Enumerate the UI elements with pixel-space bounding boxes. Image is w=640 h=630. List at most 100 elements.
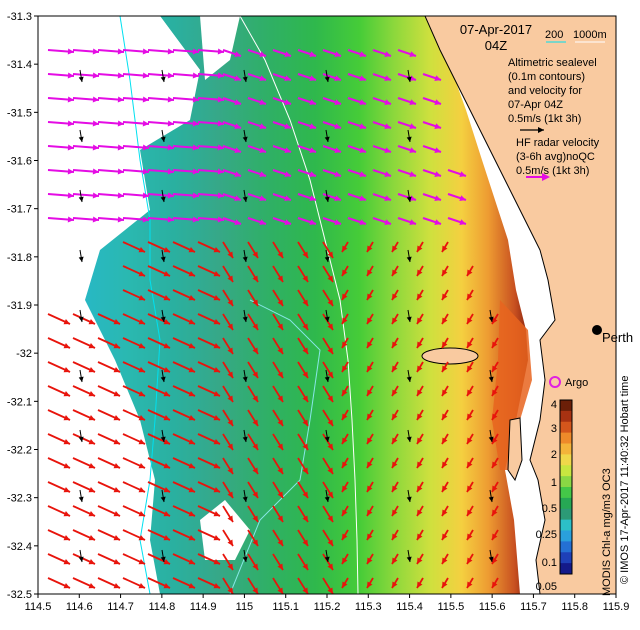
- hf-arrow-head: [217, 48, 224, 55]
- altimetry-arrow-head: [160, 436, 166, 442]
- hf-arrow-head: [417, 269, 423, 276]
- hf-arrow-head: [217, 168, 224, 175]
- hf-arrow-head: [188, 294, 195, 301]
- hf-arrow-head: [459, 171, 466, 177]
- hf-arrow-head: [284, 51, 291, 57]
- hf-arrow-head: [302, 323, 308, 330]
- garden-island: [507, 417, 523, 482]
- hf-arrow-head: [367, 533, 373, 540]
- colorbar-swatch: [560, 541, 572, 553]
- hf-arrow-head: [467, 341, 473, 348]
- hf-arrow-head: [359, 195, 366, 201]
- argo-marker: [549, 376, 561, 388]
- hf-arrow-head: [417, 581, 423, 588]
- hf-arrow-head: [188, 558, 195, 565]
- colorbar-swatch: [560, 563, 572, 575]
- hf-arrow-head: [142, 96, 149, 103]
- hf-arrow-head: [167, 216, 174, 223]
- hf-arrow-head: [359, 123, 366, 129]
- hf-arrow-head: [309, 147, 316, 153]
- hf-arrow-head: [417, 293, 423, 300]
- altimetry-arrow-head: [324, 256, 330, 262]
- hf-arrow-head: [467, 533, 473, 540]
- altimetry-arrow-head: [324, 496, 330, 502]
- altimetry-arrow-head: [406, 316, 412, 322]
- colorbar-swatch: [560, 410, 572, 423]
- hf-arrow-head: [492, 581, 498, 588]
- hf-arrow-head: [167, 72, 174, 79]
- hf-arrow-head: [409, 51, 416, 57]
- hf-arrow-head: [367, 509, 373, 516]
- x-tick-label: 114.6: [66, 601, 93, 613]
- hf-arrow-head: [188, 390, 195, 397]
- hf-arrow-head: [342, 509, 348, 516]
- hf-arrow-head: [327, 587, 333, 594]
- hf-arrow-head: [359, 99, 366, 105]
- x-tick-label: 115: [236, 601, 254, 613]
- hf-arrow-head: [359, 75, 366, 81]
- x-tick-label: 115.1: [272, 601, 299, 613]
- hf-arrow-head: [259, 147, 266, 153]
- hf-arrow-head: [492, 461, 498, 468]
- hf-arrow-head: [227, 515, 233, 522]
- hf-arrow-head: [88, 414, 95, 421]
- altimetry-arrow-head: [406, 196, 412, 202]
- hf-arrow-head: [167, 192, 174, 199]
- hf-arrow-head: [367, 245, 373, 252]
- hf-arrow-head: [63, 366, 70, 373]
- hf-arrow-head: [384, 195, 391, 201]
- hf-arrow-head: [277, 251, 283, 258]
- y-tick-label: -32.5: [7, 589, 32, 601]
- hf-arrow-head: [217, 96, 224, 103]
- altimetry-arrow-head: [324, 376, 330, 382]
- hf-arrow-head: [327, 443, 333, 450]
- hf-arrow-head: [392, 293, 398, 300]
- hf-arrow-head: [384, 123, 391, 129]
- y-tick-label: -31.9: [7, 300, 32, 312]
- hf-arrow-head: [188, 414, 195, 421]
- hf-arrow-head: [327, 323, 333, 330]
- hf-arrow-head: [252, 299, 258, 306]
- hf-arrow-head: [252, 563, 258, 570]
- hf-arrow-head: [309, 195, 316, 201]
- hf-arrow-head: [138, 246, 145, 253]
- hf-arrow-head: [302, 443, 308, 450]
- hf-arrow-head: [302, 491, 308, 498]
- hf-arrow-head: [192, 72, 199, 79]
- hf-arrow-head: [277, 299, 283, 306]
- hf-arrow-head: [384, 75, 391, 81]
- hf-arrow-head: [342, 533, 348, 540]
- hf-arrow-head: [213, 270, 220, 277]
- hf-arrow-head: [167, 168, 174, 175]
- hf-arrow-head: [213, 342, 220, 349]
- colorbar-label: MODIS Chl-a mg/m3 OC3: [601, 468, 613, 596]
- hf-arrow-head: [92, 120, 99, 127]
- altimetry-arrow-head: [160, 556, 166, 562]
- hf-arrow-head: [217, 72, 224, 79]
- hf-arrow-head: [67, 144, 74, 151]
- hf-arrow-head: [392, 341, 398, 348]
- hf-arrow-head: [277, 347, 283, 354]
- hf-arrow-head: [309, 171, 316, 177]
- hf-arrow-head: [309, 99, 316, 105]
- hf-arrow-head: [259, 171, 266, 177]
- hf-arrow-head: [417, 365, 423, 372]
- hf-arrow-head: [252, 587, 258, 594]
- hf-arrow-head: [252, 515, 258, 522]
- hf-arrow-head: [409, 195, 416, 201]
- hf-arrow-head: [227, 443, 233, 450]
- altimetry-arrow-head: [78, 436, 84, 442]
- hf-arrow-head: [88, 558, 95, 565]
- isobath-200m: [119, 16, 161, 594]
- hf-arrow-head: [188, 246, 195, 253]
- hf-arrow-head: [88, 582, 95, 589]
- hf-arrow-head: [88, 438, 95, 445]
- hf-arrow-head: [442, 461, 448, 468]
- hf-arrow-head: [88, 510, 95, 517]
- x-tick-label: 115.8: [561, 601, 588, 613]
- hf-arrow-head: [302, 251, 308, 258]
- hf-arrow-head: [213, 414, 220, 421]
- hf-arrow-head: [113, 582, 120, 589]
- hf-arrow-head: [163, 246, 170, 253]
- y-tick-label: -32.4: [7, 541, 32, 553]
